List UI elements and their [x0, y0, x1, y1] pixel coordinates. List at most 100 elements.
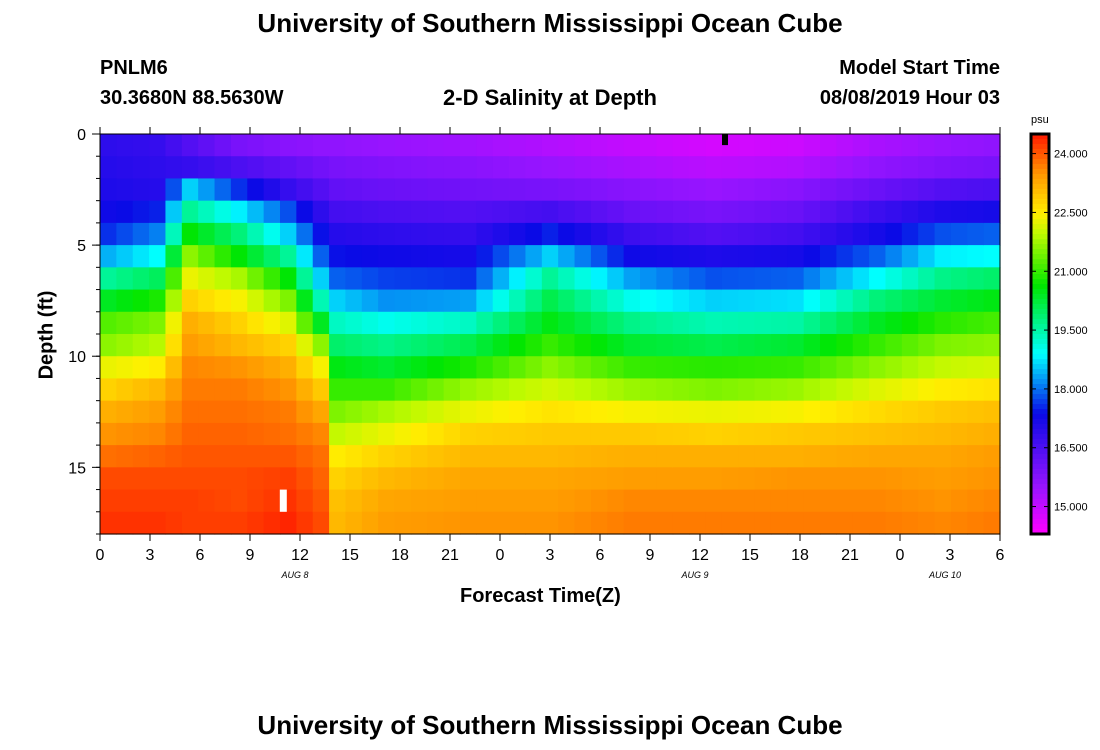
heatmap-cell	[460, 289, 477, 313]
heatmap-cell	[754, 200, 772, 224]
heatmap-cell	[361, 400, 379, 424]
heatmap-cell	[558, 467, 576, 491]
x-tick-label: 18	[791, 547, 809, 564]
heatmap-cell	[378, 178, 396, 202]
heatmap-cell	[263, 400, 281, 424]
colorbar-swatch	[1031, 154, 1049, 160]
heatmap-cell	[181, 356, 199, 380]
heatmap-cell	[263, 134, 281, 157]
colorbar-swatch	[1031, 264, 1049, 270]
heatmap-cell	[721, 178, 739, 202]
heatmap-cell	[640, 289, 657, 313]
heatmap-cell	[509, 378, 527, 402]
x-tick-label: 3	[946, 547, 955, 564]
heatmap-cell	[296, 156, 314, 180]
heatmap-cell	[738, 334, 756, 357]
heatmap-cell	[378, 245, 396, 268]
heatmap-cell	[460, 222, 477, 246]
heatmap-cell	[934, 311, 952, 335]
heatmap-cell	[656, 289, 674, 313]
x-tick-label: 6	[596, 547, 605, 564]
colorbar-swatch	[1031, 284, 1049, 290]
heatmap-cell	[476, 356, 494, 380]
colorbar-swatch	[1031, 514, 1049, 520]
heatmap-cell	[787, 134, 805, 157]
heatmap-cell	[214, 245, 232, 268]
heatmap-cell	[410, 289, 428, 313]
heatmap-cell	[361, 445, 379, 468]
heatmap-cell	[689, 400, 707, 424]
heatmap-cell	[247, 511, 265, 535]
heatmap-cell	[705, 289, 723, 313]
heatmap-cell	[410, 222, 428, 246]
heatmap-cell	[394, 311, 412, 335]
heatmap-cell	[918, 334, 936, 357]
colorbar-tick-label: 21.000	[1054, 266, 1088, 278]
heatmap-cell	[312, 489, 330, 513]
heatmap-cell	[410, 422, 428, 446]
heatmap-cell	[770, 267, 788, 291]
heatmap-cell	[852, 222, 870, 246]
heatmap-cell	[803, 511, 821, 535]
heatmap-cell	[820, 267, 837, 291]
colorbar-swatch	[1031, 479, 1049, 485]
heatmap-cell	[770, 222, 788, 246]
heatmap-cell	[803, 200, 821, 224]
heatmap-cell	[149, 156, 167, 180]
heatmap-cell	[345, 267, 363, 291]
heatmap-cell	[558, 311, 576, 335]
heatmap-cell	[590, 400, 608, 424]
heatmap-cell	[836, 400, 854, 424]
colorbar-tick-label: 24.000	[1054, 149, 1088, 161]
heatmap-cell	[950, 400, 968, 424]
heatmap-cell	[885, 378, 903, 402]
heatmap-cell	[754, 245, 772, 268]
heatmap-cell	[721, 334, 739, 357]
colorbar-swatch	[1031, 359, 1049, 365]
heatmap-cell	[525, 311, 543, 335]
heatmap-cell	[967, 467, 985, 491]
heatmap-cell	[852, 511, 870, 535]
heatmap-cell	[967, 200, 985, 224]
heatmap-cell	[934, 156, 952, 180]
heatmap-cell	[787, 400, 805, 424]
heatmap-cell	[214, 400, 232, 424]
heatmap-cell	[181, 311, 199, 335]
heatmap-cell	[983, 245, 1001, 268]
heatmap-cell	[181, 467, 199, 491]
heatmap-cell	[901, 356, 919, 380]
heatmap-cell	[590, 289, 608, 313]
heatmap-cell	[672, 356, 690, 380]
heatmap-cell	[901, 311, 919, 335]
heatmap-cell	[149, 311, 167, 335]
heatmap-cell	[836, 445, 854, 468]
heatmap-cell	[901, 267, 919, 291]
heatmap-cell	[934, 511, 952, 535]
heatmap-cell	[558, 245, 576, 268]
heatmap-cell	[672, 156, 690, 180]
colorbar-swatch	[1031, 144, 1049, 150]
heatmap-cell	[852, 445, 870, 468]
heatmap-cell	[116, 134, 134, 157]
colorbar-swatch	[1031, 519, 1049, 525]
colorbar-swatch	[1031, 529, 1049, 535]
x-tick-label: 0	[96, 547, 105, 564]
heatmap-cell	[738, 445, 756, 468]
heatmap-cell	[280, 356, 297, 380]
x-tick-label: 21	[841, 547, 859, 564]
heatmap-cell	[329, 311, 347, 335]
heatmap-cell	[607, 289, 625, 313]
heatmap-cell	[770, 422, 788, 446]
heatmap-cell	[427, 356, 445, 380]
heatmap-cell	[476, 400, 494, 424]
heatmap-cell	[116, 511, 134, 535]
colorbar-swatch	[1031, 319, 1049, 325]
heatmap-cell	[934, 200, 952, 224]
heatmap-cell	[198, 134, 216, 157]
heatmap-cell	[165, 245, 183, 268]
heatmap-cell	[214, 489, 232, 513]
heatmap-cell	[590, 267, 608, 291]
heatmap-cell	[803, 156, 821, 180]
colorbar-swatch	[1031, 429, 1049, 435]
heatmap-cell	[918, 378, 936, 402]
